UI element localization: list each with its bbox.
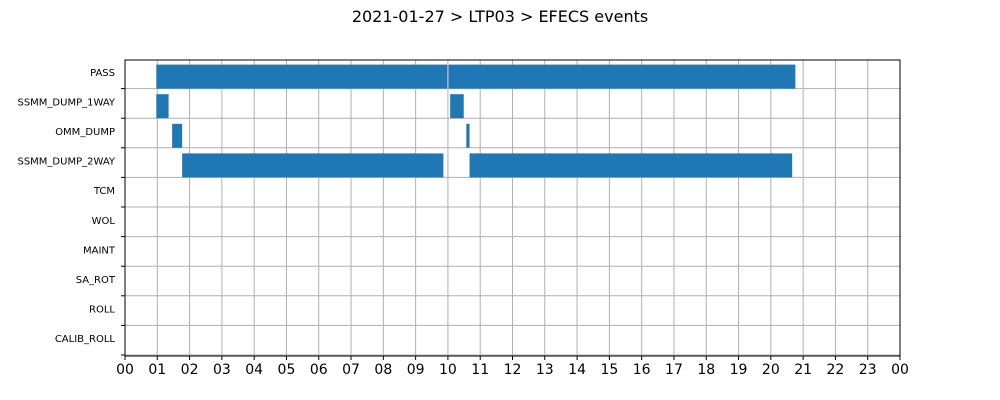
x-tick-label: 23	[859, 362, 877, 378]
x-tick-label: 20	[762, 362, 780, 378]
event-bar-ssmm-dump-2way	[469, 153, 793, 178]
x-tick-label: 11	[471, 362, 489, 378]
y-category-label: ROLL	[89, 305, 115, 316]
event-bar-ssmm-dump-1way	[156, 94, 169, 119]
x-tick-label: 04	[245, 362, 263, 378]
x-tick-label: 16	[633, 362, 651, 378]
x-tick-label: 17	[665, 362, 683, 378]
y-category-label: SSMM_DUMP_2WAY	[17, 157, 115, 168]
x-tick-label: 07	[342, 362, 360, 378]
y-category-label: SA_ROT	[76, 275, 116, 286]
x-tick-label: 21	[794, 362, 812, 378]
x-tick-label: 00	[891, 362, 909, 378]
y-category-label: OMM_DUMP	[55, 127, 115, 138]
x-tick-label: 02	[181, 362, 199, 378]
x-tick-label: 18	[697, 362, 715, 378]
x-tick-label: 14	[568, 362, 586, 378]
x-tick-label: 19	[730, 362, 748, 378]
event-bar-pass	[448, 64, 796, 89]
x-tick-label: 06	[310, 362, 328, 378]
x-tick-label: 08	[374, 362, 392, 378]
event-bar-omm-dump	[172, 123, 183, 148]
event-bars	[156, 64, 796, 178]
x-tick-label: 13	[536, 362, 554, 378]
x-tick-label: 01	[148, 362, 166, 378]
x-tick-label: 15	[600, 362, 618, 378]
y-category-label: CALIB_ROLL	[55, 334, 116, 345]
x-tick-label: 12	[504, 362, 522, 378]
y-category-label: PASS	[90, 68, 115, 79]
y-axis: PASS SSMM_DUMP_1WAY OMM_DUMP SSMM_DUMP_2WAY…	[17, 68, 125, 356]
event-bar-pass	[156, 64, 448, 89]
x-tick-label: 09	[407, 362, 425, 378]
x-tick-label: 10	[439, 362, 457, 378]
y-category-label: WOL	[92, 216, 116, 227]
y-category-label: SSMM_DUMP_1WAY	[17, 97, 115, 108]
x-tick-label: 00	[116, 362, 134, 378]
x-tick-label: 05	[278, 362, 296, 378]
y-category-label: TCM	[93, 186, 115, 197]
event-bar-ssmm-dump-2way	[182, 153, 444, 178]
x-axis: 00 01 02 03 04 05 06 07 08 09 10 11 12 13 14 15 16 17 18 19…	[116, 356, 909, 378]
x-tick-label: 22	[827, 362, 845, 378]
event-bar-omm-dump	[466, 123, 470, 148]
event-bar-ssmm-dump-1way	[450, 94, 464, 119]
y-category-label: MAINT	[83, 245, 116, 256]
x-tick-label: 03	[213, 362, 231, 378]
chart-title: 2021-01-27 > LTP03 > EFECS events	[352, 7, 648, 26]
